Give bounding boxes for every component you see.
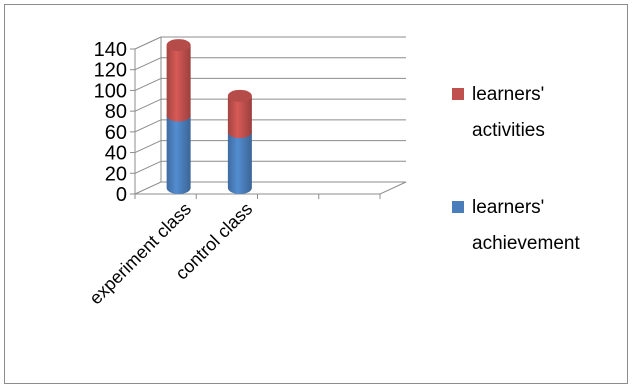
legend-item-achievement: learners' achievement: [452, 197, 580, 254]
bar-1-1: [227, 89, 252, 139]
plot-floor: [134, 181, 407, 195]
legend-label-line1: learners': [472, 197, 544, 218]
y-tick-label: 0: [116, 184, 127, 206]
y-tick-label: 140: [94, 39, 127, 61]
legend-item-activities: learners' activities: [452, 84, 545, 141]
gridlines: [134, 36, 406, 174]
legend-swatch: [452, 88, 464, 100]
gridline-depth: [134, 119, 162, 133]
gridline-depth: [134, 57, 162, 71]
y-tick-label: 80: [105, 101, 127, 123]
y-tick-label: 100: [94, 80, 127, 102]
chart-frame: 0 20 40 60 80 100 120 140 experiment class contr…: [4, 4, 628, 384]
gridline-depth: [134, 98, 162, 112]
gridline-depth: [134, 36, 162, 50]
x-tick-label: experiment class: [85, 199, 195, 309]
bar-0-0: [166, 109, 191, 194]
bar-body: [227, 132, 252, 194]
gridline-depth: [134, 140, 162, 154]
legend-label-line1: learners': [472, 84, 544, 105]
y-tick-label: 20: [105, 163, 127, 185]
bar-body: [166, 115, 191, 194]
y-tick-label: 60: [105, 122, 127, 144]
y-tick-label: 120: [94, 60, 127, 82]
gridline-depth: [134, 160, 162, 174]
bar-cap: [227, 89, 252, 102]
legend-label-line2: achievement: [472, 233, 580, 254]
legend: learners' activities learners' achievement: [452, 84, 580, 254]
bar-body: [166, 45, 191, 122]
legend-label-line2: activities: [472, 120, 545, 141]
floor-outline: [134, 181, 407, 195]
bars: [166, 39, 252, 194]
bar-cap: [166, 39, 191, 52]
bar-body: [227, 95, 252, 139]
bar-0-1: [166, 39, 191, 122]
gridline-depth: [134, 77, 162, 91]
y-tick-label: 40: [105, 143, 127, 165]
legend-swatch: [452, 201, 464, 213]
